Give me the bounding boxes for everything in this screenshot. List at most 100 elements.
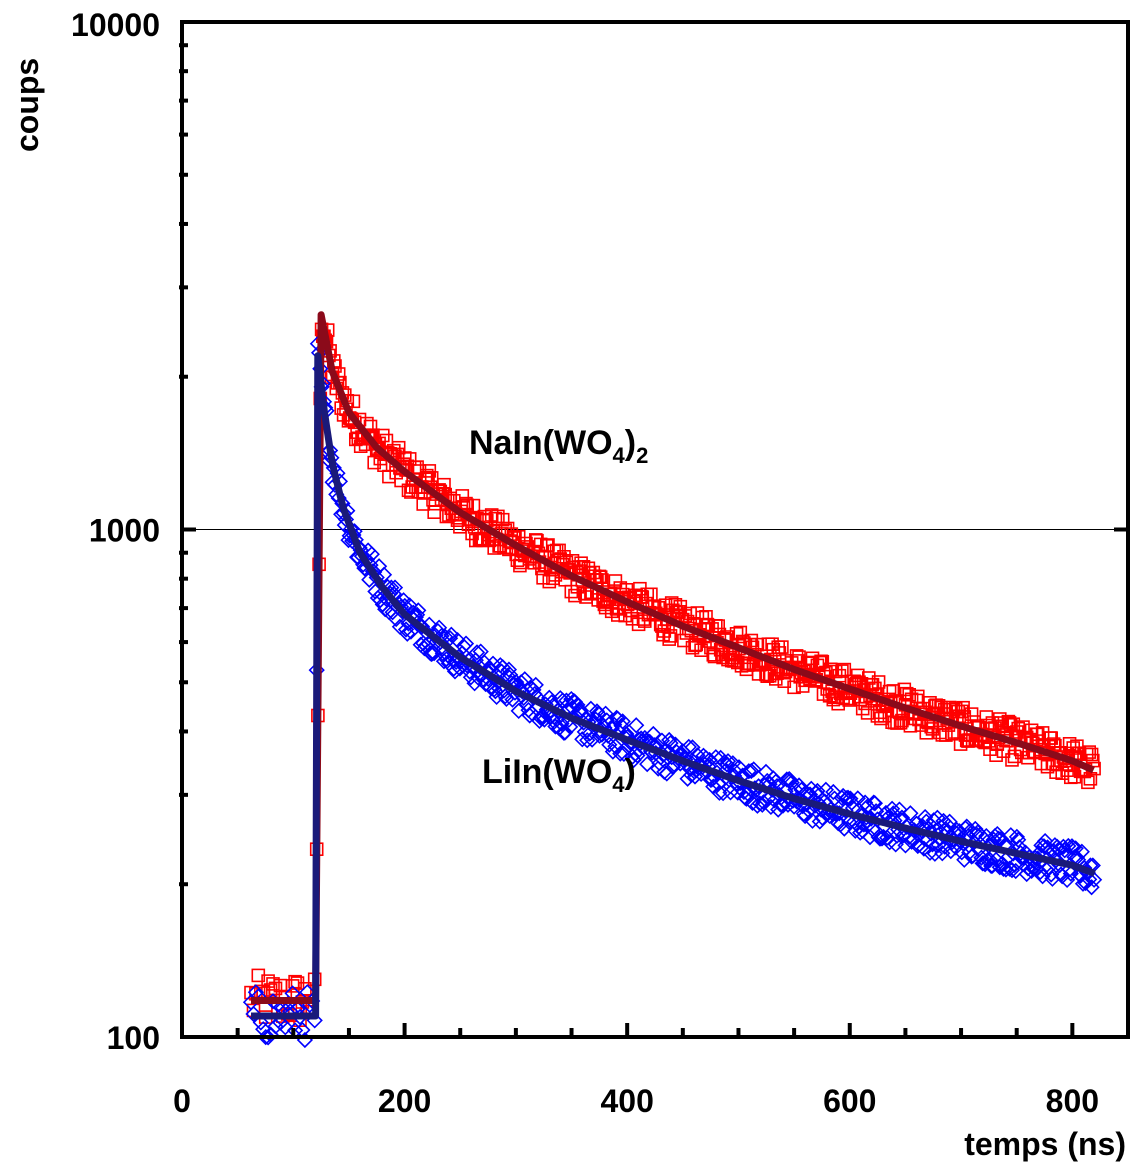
liln-point [1081,871,1098,888]
naln-point [805,651,820,666]
series-label-liln-base: LiIn(WO [482,753,612,791]
y-axis-title: coups [9,58,45,152]
liln-point [772,796,789,813]
liln-point [891,801,908,818]
liln-point [557,724,574,741]
liln-point [561,718,579,736]
naln-point [375,428,390,443]
naln-point [288,974,302,989]
liln-point [956,851,973,868]
naln-point [810,658,825,673]
naln-point [822,688,837,703]
x-axis-title: temps (ns) [964,1126,1126,1162]
liln-point [628,717,645,734]
naln-point [459,496,473,511]
axis-ticks [179,20,1128,1039]
y-tick-label: 10000 [71,7,160,43]
naln-point [268,981,283,996]
naln-point [402,452,417,466]
liln-point [386,579,404,596]
liln-point [942,842,959,860]
liln-point [953,844,970,861]
naln-point [668,597,683,612]
liln-point [689,747,706,764]
liln-point [375,566,393,583]
liln-point [885,805,902,822]
series-label-liln: LiIn(WO4) [482,753,636,797]
x-tick-label: 600 [823,1083,876,1119]
liln-point [574,731,591,748]
liln-point [901,828,918,846]
liln-point [1085,871,1103,888]
liln-point [843,794,860,811]
liln-point [512,674,530,691]
liln-point [796,807,814,825]
liln-point [722,784,739,801]
liln-point [972,826,989,844]
liln-point [714,784,732,802]
liln-point [989,825,1006,843]
liln-point [590,705,607,722]
x-tick-label: 0 [173,1083,191,1119]
liln-point [614,713,631,730]
liln-point [534,708,552,725]
liln-point [468,644,486,661]
naln-point [595,573,609,587]
liln-point [536,711,553,728]
liln-point [1002,827,1019,844]
liln-point [994,855,1011,872]
naln-point [1062,736,1077,751]
liln-point [410,602,427,619]
naln-point [266,977,280,991]
naln-point [945,726,959,741]
liln-point [487,683,504,700]
series-label-liln-sub1: 4 [612,772,625,797]
x-tick-label: 400 [600,1083,653,1119]
naln-point [750,637,765,652]
liln-point [790,777,808,794]
naln-fit-curve [251,311,1095,1004]
liln-point [902,805,919,822]
naln-point [662,632,677,646]
liln-point [981,851,999,869]
liln-point [1003,861,1021,879]
liln-point [707,749,724,766]
naln-point [1082,745,1096,759]
liln-point [811,813,828,830]
naln-point [700,617,715,632]
naln-point [422,464,437,478]
liln-point [729,784,746,801]
liln-point [1033,837,1050,854]
liln-point [547,718,564,735]
naln-point [437,477,451,492]
naln-point [989,748,1003,763]
liln-point [661,731,678,749]
liln-point [466,675,483,692]
liln-point [451,660,469,677]
naln-point [1005,753,1019,767]
liln-point [839,789,857,806]
naln-point [835,664,849,678]
liln-fit-curve [251,352,1096,1020]
series-label-naln-base: NaIn(WO [469,424,613,462]
liln-point [740,763,757,780]
liln-point [245,1005,262,1023]
liln-point [804,812,821,829]
liln-point [553,715,570,732]
liln-point [684,739,701,756]
liln-point [612,745,629,762]
naln-point [871,675,886,689]
liln-point [363,546,380,563]
naln-point [466,498,481,513]
fit-curves [251,311,1096,1020]
liln-point [607,738,624,755]
liln-point [825,783,842,801]
series-label-naln-sub2: 2 [636,443,648,468]
naln-point [1035,726,1050,740]
liln-point [679,770,696,787]
series-label-naln-sub1: 4 [613,443,626,468]
liln-point [745,761,762,778]
series-label-naln: NaIn(WO4)2 [469,424,648,468]
naln-point [957,710,972,724]
